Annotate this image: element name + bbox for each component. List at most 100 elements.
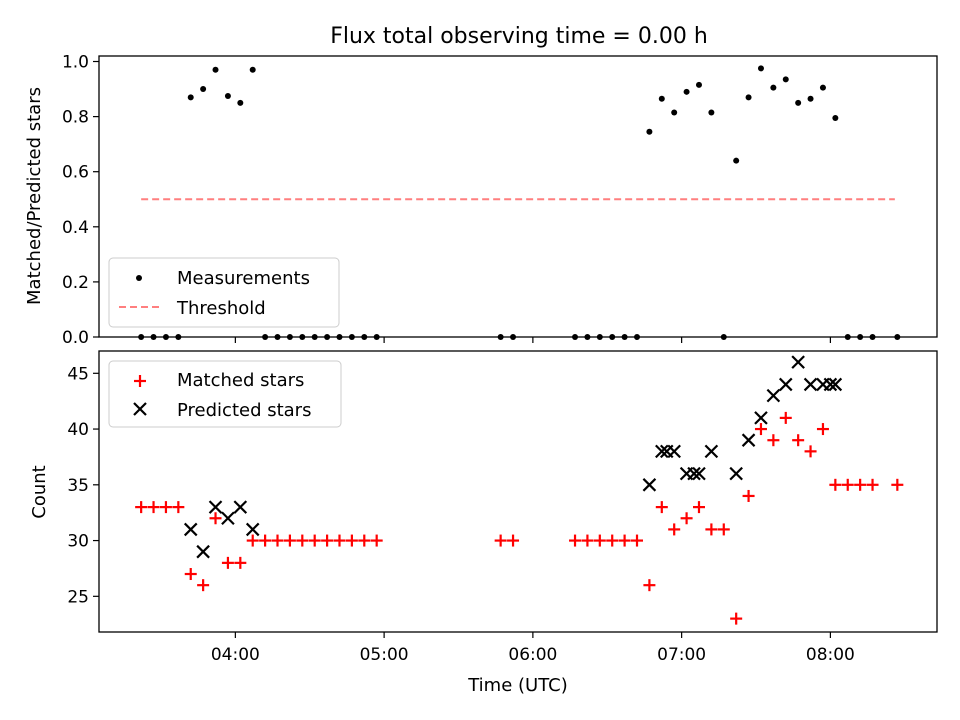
y-tick-label: 0.8 — [62, 108, 89, 128]
measurement-point — [807, 95, 814, 102]
matched-star-point — [804, 445, 817, 458]
matched-star-point — [370, 534, 383, 547]
measurement-point — [187, 94, 194, 101]
measurement-point — [708, 109, 715, 116]
predicted-star-point — [803, 377, 818, 392]
measurement-point — [819, 84, 826, 91]
matched-star-point — [668, 523, 681, 536]
matched-star-point — [345, 534, 358, 547]
predicted-star-point — [741, 433, 756, 447]
legend-matched-marker — [134, 375, 146, 387]
top-legend: Measurements Threshold — [108, 257, 340, 328]
matched-star-point — [680, 512, 693, 525]
predicted-star-point — [183, 522, 198, 537]
bottom-y-axis: 25 30 35 40 45 — [67, 364, 99, 607]
matched-star-point — [259, 534, 272, 547]
matched-star-point — [283, 534, 296, 547]
bottom-legend-box — [108, 360, 342, 428]
matched-star-point — [147, 501, 160, 514]
matched-star-point — [209, 512, 222, 525]
y-tick-label: 0.0 — [62, 328, 89, 348]
bottom-y-axis-label: Count — [29, 465, 50, 518]
legend-predicted-marker — [133, 402, 147, 416]
matched-star-point — [692, 501, 705, 514]
matched-star-point — [655, 501, 668, 514]
bottom-data-layer — [135, 355, 904, 625]
measurement-point — [224, 92, 231, 99]
y-tick-label: 35 — [67, 476, 89, 496]
predicted-star-point — [667, 444, 681, 459]
matched-star-point — [296, 534, 309, 547]
measurement-point — [212, 66, 219, 73]
measurement-point — [646, 128, 653, 135]
matched-star-point — [754, 423, 767, 436]
matched-star-point — [593, 534, 606, 547]
predicted-star-point — [221, 511, 235, 526]
measurement-point — [237, 99, 244, 106]
matched-star-point — [308, 534, 321, 547]
x-tick-label: 08:00 — [806, 645, 855, 665]
matched-star-point — [197, 579, 210, 592]
predicted-star-point — [778, 377, 793, 392]
measurement-point — [832, 114, 839, 121]
predicted-star-point — [754, 411, 768, 425]
predicted-star-point — [704, 444, 719, 459]
measurement-point — [745, 94, 752, 101]
top-legend-box — [108, 257, 340, 328]
predicted-star-point — [766, 388, 781, 403]
measurement-point — [695, 81, 702, 88]
matched-star-point — [717, 523, 730, 536]
bottom-plot-frame — [98, 350, 938, 633]
legend-predicted-label: Predicted stars — [177, 400, 311, 421]
matched-star-point — [779, 411, 792, 424]
matched-star-point — [172, 501, 185, 514]
predicted-star-point — [823, 377, 838, 392]
matched-star-point — [135, 501, 148, 514]
predicted-star-point — [233, 500, 248, 514]
measurement-point — [658, 95, 665, 102]
matched-star-point — [643, 579, 656, 592]
top-panel: 0.0 0.2 0.4 0.6 0.8 1.0 Matched/Predicted sta… — [24, 53, 938, 348]
matched-star-point — [606, 534, 619, 547]
legend-measurements-marker — [136, 275, 142, 281]
measurement-point — [733, 157, 740, 164]
matched-star-point — [221, 556, 234, 569]
matched-star-point — [792, 434, 805, 447]
x-tick-label: 07:00 — [657, 645, 706, 665]
matched-star-point — [742, 489, 755, 502]
chart-title: Flux total observing time = 0.00 h — [330, 24, 708, 49]
matched-star-point — [618, 534, 631, 547]
predicted-star-point — [791, 355, 805, 369]
y-tick-label: 25 — [67, 587, 89, 607]
predicted-star-point — [828, 377, 843, 392]
matched-star-point — [891, 478, 904, 491]
top-y-axis: 0.0 0.2 0.4 0.6 0.8 1.0 — [62, 53, 99, 348]
y-tick-label: 40 — [67, 420, 89, 440]
matched-star-point — [494, 534, 507, 547]
matched-star-point — [569, 534, 582, 547]
measurement-point — [249, 66, 256, 73]
measurement-point — [770, 84, 777, 91]
matched-star-point — [866, 478, 879, 491]
predicted-star-point — [208, 500, 223, 514]
predicted-star-point — [196, 544, 210, 559]
matched-star-point — [631, 534, 644, 547]
predicted-star-point — [642, 478, 657, 492]
measurement-point — [795, 99, 802, 106]
legend-threshold-label: Threshold — [176, 298, 266, 319]
y-tick-label: 1.0 — [62, 53, 89, 73]
matched-star-point — [333, 534, 346, 547]
measurement-point — [782, 76, 789, 83]
y-tick-label: 45 — [67, 364, 89, 384]
matched-star-point — [234, 556, 247, 569]
measurement-point — [200, 86, 207, 93]
x-tick-label: 06:00 — [508, 645, 557, 665]
measurement-point — [683, 88, 690, 95]
x-tick-label: 04:00 — [211, 645, 260, 665]
matched-star-point — [184, 568, 197, 581]
matched-star-point — [246, 534, 259, 547]
legend-measurements-label: Measurements — [177, 268, 310, 289]
matched-star-point — [854, 478, 867, 491]
matched-star-point — [829, 478, 842, 491]
